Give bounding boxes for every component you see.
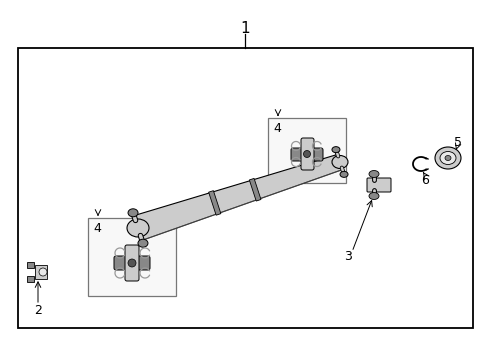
Ellipse shape	[445, 156, 451, 161]
Ellipse shape	[39, 268, 47, 276]
Ellipse shape	[303, 150, 311, 158]
Bar	[27, 276, 34, 282]
Ellipse shape	[440, 152, 456, 165]
Polygon shape	[209, 191, 221, 215]
Ellipse shape	[332, 156, 348, 168]
Ellipse shape	[332, 147, 340, 153]
Polygon shape	[134, 154, 343, 240]
Ellipse shape	[369, 171, 379, 177]
Text: 3: 3	[344, 251, 352, 264]
Ellipse shape	[138, 239, 148, 247]
Text: 5: 5	[454, 135, 462, 149]
Text: 6: 6	[421, 174, 429, 186]
Bar	[268, 118, 346, 183]
Ellipse shape	[369, 193, 379, 199]
Bar	[27, 262, 34, 268]
Ellipse shape	[340, 171, 348, 177]
Text: 4: 4	[273, 122, 281, 135]
Text: 4: 4	[93, 221, 101, 234]
Ellipse shape	[435, 147, 461, 169]
Text: 2: 2	[34, 303, 42, 316]
Text: 1: 1	[240, 21, 250, 36]
Ellipse shape	[128, 259, 136, 267]
FancyBboxPatch shape	[291, 148, 323, 161]
FancyBboxPatch shape	[125, 245, 139, 281]
Bar	[18, 48, 473, 328]
FancyBboxPatch shape	[301, 138, 314, 170]
Bar	[35, 265, 47, 279]
Polygon shape	[249, 179, 261, 201]
Bar	[88, 218, 176, 296]
FancyBboxPatch shape	[367, 178, 391, 192]
Ellipse shape	[128, 209, 138, 217]
Ellipse shape	[127, 219, 149, 237]
FancyBboxPatch shape	[114, 256, 150, 270]
